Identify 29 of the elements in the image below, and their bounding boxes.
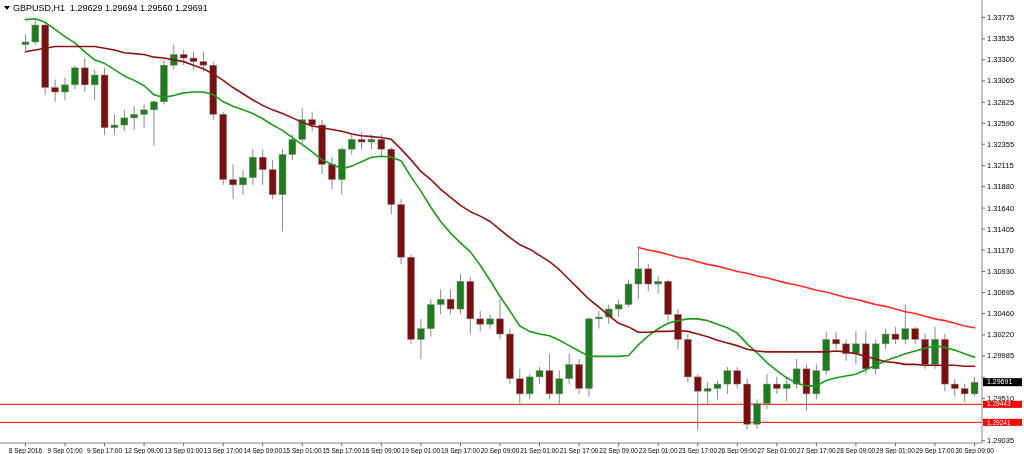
candlestick: [733, 366, 741, 390]
candlestick: [71, 64, 79, 90]
candlestick: [694, 373, 702, 431]
candlestick: [595, 310, 603, 330]
candlestick: [476, 310, 484, 332]
candlestick: [328, 156, 336, 190]
line-series: [637, 246, 976, 329]
candlestick: [229, 163, 237, 200]
candlestick: [565, 353, 573, 385]
candlestick: [150, 99, 158, 147]
candlestick: [249, 148, 257, 186]
candlestick: [486, 313, 494, 330]
candlestick: [61, 77, 69, 101]
chart-title: GBPUSD,H1 1.29629 1.29694 1.29560 1.29691: [13, 3, 208, 13]
candlestick: [516, 368, 524, 405]
candlestick: [753, 398, 761, 430]
candlestick: [259, 148, 267, 186]
candlestick: [140, 104, 148, 129]
candlestick: [496, 298, 504, 340]
candlestick: [130, 105, 138, 131]
candlestick: [239, 169, 247, 196]
candlestick: [763, 373, 771, 410]
candlestick: [417, 318, 425, 360]
candlestick: [51, 78, 59, 103]
candlestick: [832, 331, 840, 350]
candlestick: [298, 107, 306, 146]
candlestick: [308, 111, 316, 132]
candlestick: [852, 330, 860, 365]
candlestick: [81, 57, 89, 93]
